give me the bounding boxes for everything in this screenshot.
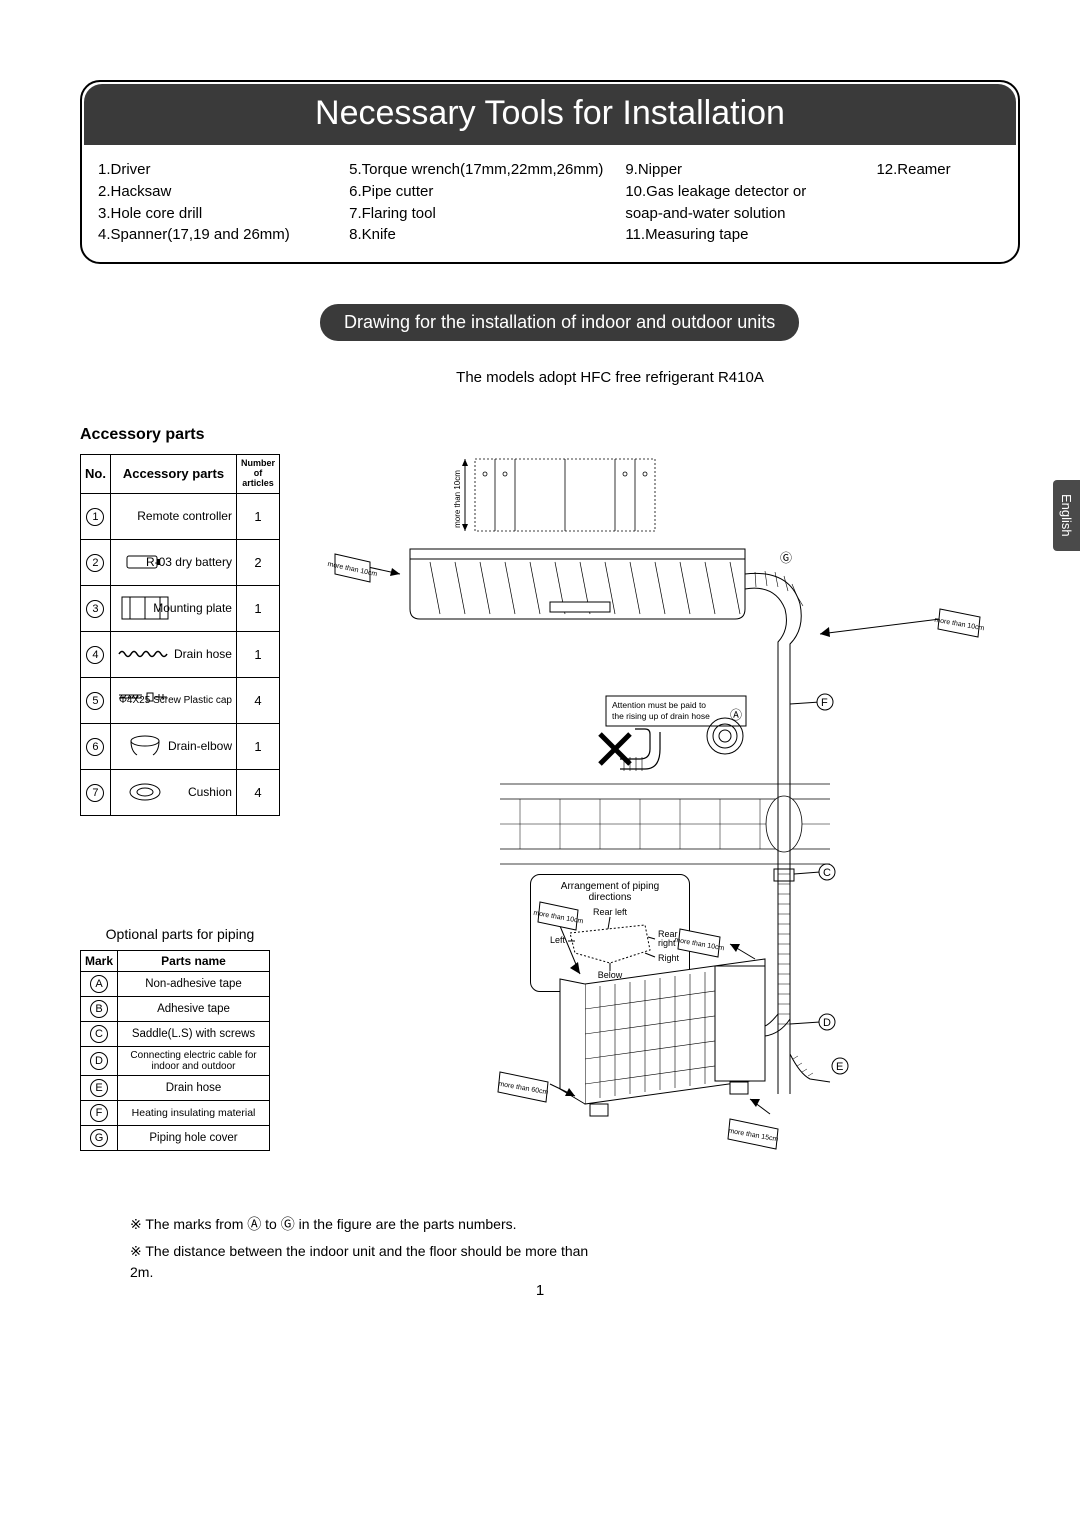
screw-icon — [115, 682, 175, 719]
cushion-icon — [115, 774, 175, 811]
table-row: G Piping hole cover — [81, 1125, 270, 1150]
drain-elbow-icon — [115, 728, 175, 765]
footnotes: ※ The marks from Ⓐ to Ⓖ in the figure ar… — [130, 1214, 1020, 1283]
circled-letter-icon: C — [90, 1025, 108, 1043]
circled-letter-icon: G — [90, 1129, 108, 1147]
table-row: C Saddle(L.S) with screws — [81, 1021, 270, 1046]
tool-item: 1.Driver — [98, 159, 349, 181]
callout-f: F — [821, 697, 828, 709]
acc-qty: 4 — [236, 677, 279, 723]
tools-list: 1.Driver 2.Hacksaw 3.Hole core drill 4.S… — [82, 145, 1018, 262]
opt-name: Drain hose — [118, 1075, 270, 1100]
callout-g: Ⓖ — [780, 551, 792, 565]
acc-qty: 2 — [236, 539, 279, 585]
tool-item: 10.Gas leakage detector or — [625, 181, 876, 203]
callout-a: Ⓐ — [730, 708, 742, 722]
table-row: 4 Drain hose 1 — [81, 631, 280, 677]
acc-qty: 1 — [236, 631, 279, 677]
callout-c: C — [823, 867, 831, 879]
tool-item: 12.Reamer — [876, 159, 1002, 181]
circled-number-icon: 5 — [86, 692, 104, 710]
callout-d: D — [823, 1017, 831, 1029]
acc-qty: 1 — [236, 723, 279, 769]
accessory-table: No. Accessory parts Number of articles 1… — [80, 454, 280, 816]
circled-number-icon: 2 — [86, 554, 104, 572]
page-number: 1 — [536, 1282, 544, 1299]
table-row: 6 Drain-elbow 1 — [81, 723, 280, 769]
circled-letter-icon: F — [90, 1104, 108, 1122]
circled-letter-icon: D — [90, 1052, 108, 1070]
tool-item: 4.Spanner(17,19 and 26mm) — [98, 224, 349, 246]
opt-header-name: Parts name — [118, 950, 270, 971]
refrigerant-note: The models adopt HFC free refrigerant R4… — [200, 369, 1020, 386]
table-row: 7 Cushion 4 — [81, 769, 280, 815]
opt-name: Connecting electric cable for indoor and… — [118, 1046, 270, 1075]
note-2: ※ The distance between the indoor unit a… — [130, 1241, 610, 1283]
drain-note-1: Attention must be paid to — [612, 700, 706, 710]
battery-icon — [115, 544, 175, 581]
installation-diagram: Arrangement of piping directions Rear le… — [300, 454, 1020, 1174]
circled-number-icon: 7 — [86, 784, 104, 802]
tool-item: 2.Hacksaw — [98, 181, 349, 203]
mounting-plate-icon — [115, 590, 175, 627]
table-row: 5 Φ4X25 Screw Plastic cap 4 — [81, 677, 280, 723]
optional-table: Mark Parts name A Non-adhesive tape B Adhe… — [80, 950, 270, 1151]
acc-header-qty: Number of articles — [236, 455, 279, 494]
circled-letter-icon: B — [90, 1000, 108, 1018]
callout-e: E — [836, 1061, 843, 1073]
table-row: 3 Mounting plate 1 — [81, 585, 280, 631]
tool-item: 8.Knife — [349, 224, 625, 246]
table-row: D Connecting electric cable for indoor an… — [81, 1046, 270, 1075]
drain-hose-icon — [115, 636, 175, 673]
circled-number-icon: 4 — [86, 646, 104, 664]
circled-number-icon: 6 — [86, 738, 104, 756]
tool-item: 7.Flaring tool — [349, 203, 625, 225]
circled-number-icon: 3 — [86, 600, 104, 618]
opt-name: Non-adhesive tape — [118, 971, 270, 996]
opt-name: Saddle(L.S) with screws — [118, 1021, 270, 1046]
table-row: F Heating insulating material — [81, 1100, 270, 1125]
opt-name: Adhesive tape — [118, 996, 270, 1021]
opt-name: Heating insulating material — [118, 1100, 270, 1125]
acc-qty: 1 — [236, 493, 279, 539]
accessory-title: Accessory parts — [80, 426, 1020, 444]
acc-name: Remote controller — [115, 509, 232, 523]
optional-title: Optional parts for piping — [80, 926, 280, 942]
acc-header-no: No. — [81, 455, 111, 494]
page-title: Necessary Tools for Installation — [84, 84, 1016, 145]
circled-number-icon: 1 — [86, 508, 104, 526]
tool-item: soap-and-water solution — [625, 203, 876, 225]
table-row: A Non-adhesive tape — [81, 971, 270, 996]
tool-item: 5.Torque wrench(17mm,22mm,26mm) — [349, 159, 625, 181]
table-row: E Drain hose — [81, 1075, 270, 1100]
acc-qty: 1 — [236, 585, 279, 631]
tool-item: 11.Measuring tape — [625, 224, 876, 246]
note-1: ※ The marks from Ⓐ to Ⓖ in the figure ar… — [130, 1214, 1020, 1235]
tool-item: 6.Pipe cutter — [349, 181, 625, 203]
table-row: 1 Remote controller 1 — [81, 493, 280, 539]
clearance-label: more than 10cm — [453, 470, 462, 528]
drain-note-2: the rising up of drain hose — [612, 711, 710, 721]
acc-header-name: Accessory parts — [110, 455, 236, 494]
tool-item: 9.Nipper — [625, 159, 876, 181]
circled-letter-icon: E — [90, 1079, 108, 1097]
circled-letter-icon: A — [90, 975, 108, 993]
subheading: Drawing for the installation of indoor a… — [320, 304, 799, 341]
tools-box: Necessary Tools for Installation 1.Drive… — [80, 80, 1020, 264]
table-row: 2 R-03 dry battery 2 — [81, 539, 280, 585]
acc-qty: 4 — [236, 769, 279, 815]
tool-item: 3.Hole core drill — [98, 203, 349, 225]
table-row: B Adhesive tape — [81, 996, 270, 1021]
language-tab: English — [1053, 480, 1080, 551]
units-diagram-svg: more than 10cm — [300, 454, 1000, 1174]
opt-name: Piping hole cover — [118, 1125, 270, 1150]
opt-header-mark: Mark — [81, 950, 118, 971]
